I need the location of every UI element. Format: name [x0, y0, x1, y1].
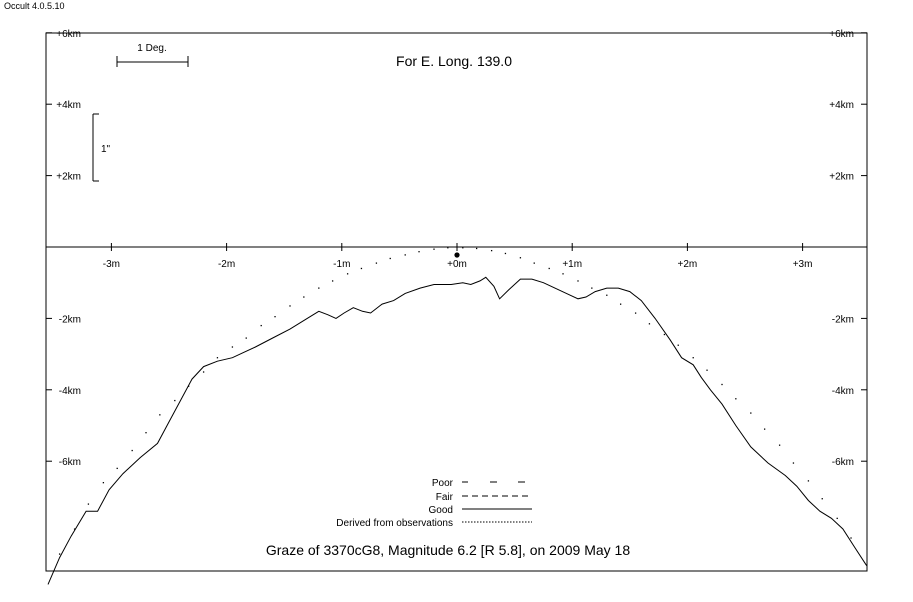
y-axis-ticks: +6km +4km +2km -2km -4km -6km +6km +4km +2km -2km…	[46, 29, 867, 468]
mean-limb-point	[159, 414, 161, 416]
mean-limb-point	[116, 467, 118, 470]
mean-limb-point	[533, 262, 535, 264]
mean-limb-point	[73, 528, 76, 530]
mean-limb-point	[490, 249, 493, 252]
mean-limb-point	[303, 296, 305, 298]
mean-limb-point	[216, 357, 219, 359]
y-tick-label-left: +6km	[56, 29, 81, 40]
degree-scale-bar: 1 Deg.	[116, 43, 189, 67]
y-tick-label-right: +4km	[829, 100, 854, 111]
mean-limb-point	[418, 251, 420, 253]
arcsec-scale-label: 1"	[101, 144, 111, 155]
x-tick-label: -3m	[103, 259, 120, 270]
mean-limb-dots	[58, 247, 852, 555]
x-tick-label: -1m	[333, 259, 350, 270]
mean-limb-point	[360, 267, 363, 270]
longitude-subtitle: For E. Long. 139.0	[396, 53, 512, 69]
chart-title: Graze of 3370cG8, Magnitude 6.2 [R 5.8],…	[266, 542, 630, 558]
mean-limb-point	[102, 482, 105, 484]
mean-limb-point	[634, 312, 637, 314]
mean-limb-point	[346, 273, 349, 275]
x-tick-label: +1m	[562, 259, 582, 270]
x-tick-label: +0m	[447, 259, 467, 270]
mean-limb-point	[721, 383, 723, 386]
mean-limb-point	[519, 257, 522, 259]
x-tick-label: +3m	[793, 259, 813, 270]
mean-limb-point	[778, 444, 781, 446]
mean-limb-point	[145, 432, 147, 434]
mean-limb-point	[606, 294, 608, 296]
mean-limb-point	[807, 480, 810, 482]
mean-limb-point	[619, 303, 622, 305]
legend-fair-label: Fair	[436, 492, 454, 503]
mean-limb-point	[692, 357, 694, 359]
mean-limb-point	[475, 247, 478, 250]
mean-limb-point	[462, 247, 464, 249]
mean-limb-point	[375, 262, 378, 264]
mean-limb-point	[289, 305, 291, 307]
mean-limb-point	[562, 273, 564, 275]
mean-limb-point	[735, 398, 737, 400]
mean-limb-point	[87, 503, 90, 505]
mean-limb-point	[821, 498, 823, 500]
arcsec-scale-bar: 1"	[92, 113, 111, 182]
mean-limb-point	[548, 267, 550, 270]
mean-limb-point	[663, 333, 666, 336]
legend-good-label: Good	[429, 505, 453, 516]
legend-poor-label: Poor	[432, 478, 454, 489]
y-tick-label-right: +6km	[829, 29, 854, 40]
series-layer	[47, 247, 867, 585]
star-position-marker	[454, 252, 460, 258]
mean-limb-point	[58, 553, 61, 555]
mean-limb-point	[504, 252, 507, 255]
legend: Poor Fair Good Derived from observations	[336, 478, 532, 529]
mean-limb-point	[850, 537, 852, 539]
y-tick-label-left: +4km	[56, 100, 81, 111]
mean-limb-point	[433, 248, 435, 250]
y-tick-label-right: -6km	[832, 457, 854, 468]
degree-scale-label: 1 Deg.	[137, 43, 166, 54]
mean-limb-point	[591, 287, 593, 289]
y-tick-label-left: -6km	[59, 457, 81, 468]
mean-limb-point	[331, 280, 334, 282]
y-tick-label-left: -2km	[59, 314, 81, 325]
mean-limb-point	[202, 371, 205, 373]
y-tick-label-left: +2km	[56, 172, 81, 183]
mean-limb-point	[260, 324, 262, 327]
mean-limb-point	[274, 316, 276, 318]
limb-profile-line	[47, 276, 867, 585]
mean-limb-point	[131, 449, 133, 452]
mean-limb-point	[174, 399, 176, 402]
mean-limb-point	[706, 369, 708, 371]
mean-limb-point	[577, 280, 579, 282]
mean-limb-point	[836, 517, 838, 520]
mean-limb-point	[750, 412, 752, 414]
mean-limb-point	[677, 344, 679, 346]
mean-limb-point	[404, 254, 406, 256]
x-tick-label: +2m	[678, 259, 698, 270]
mean-limb-point	[648, 323, 651, 325]
mean-limb-point	[447, 247, 449, 249]
mean-limb-point	[389, 257, 391, 260]
y-tick-label-right: -2km	[832, 314, 854, 325]
app-title: Occult 4.0.5.10	[4, 1, 65, 11]
y-tick-label-right: -4km	[832, 386, 854, 397]
legend-derived-label: Derived from observations	[336, 518, 453, 529]
plot-frame	[45, 32, 868, 572]
mean-limb-point	[792, 462, 795, 464]
y-tick-label-left: -4km	[59, 386, 81, 397]
mean-limb-point	[763, 428, 766, 430]
mean-limb-point	[245, 337, 247, 339]
y-tick-label-right: +2km	[829, 172, 854, 183]
x-tick-label: -2m	[218, 259, 235, 270]
mean-limb-point	[231, 346, 234, 348]
x-axis-ticks: -3m -2m -1m +0m +1m +2m +3m	[103, 243, 813, 270]
mean-limb-point	[318, 287, 320, 289]
